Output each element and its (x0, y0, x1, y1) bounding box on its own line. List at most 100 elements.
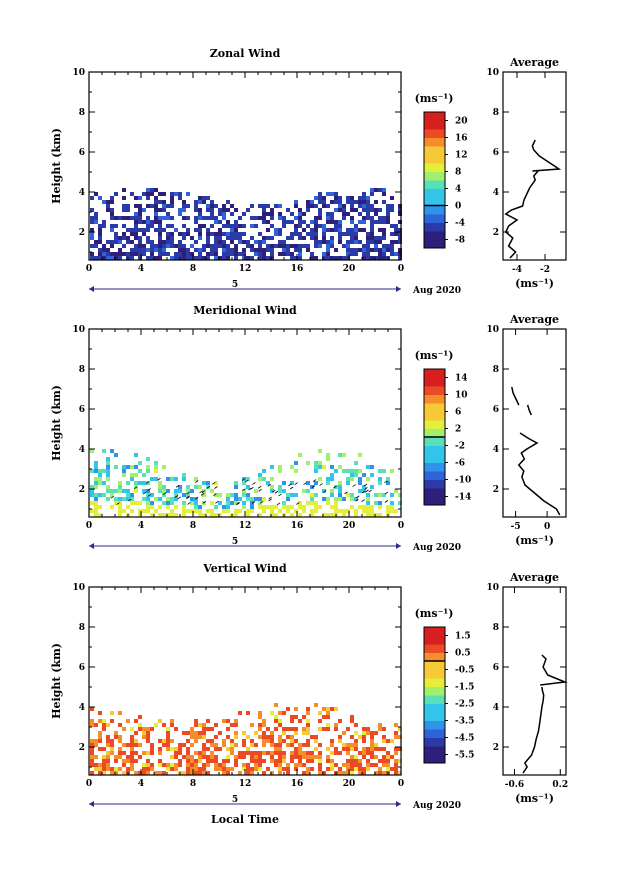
heatmap-cell (162, 244, 166, 248)
heatmap-cell (302, 727, 306, 731)
heatmap-cell (302, 505, 306, 509)
heatmap-cell (146, 771, 150, 775)
heatmap-cell (126, 228, 130, 232)
heatmap-cell (154, 208, 158, 212)
heatmap-cell (314, 256, 318, 260)
heatmap-cell (326, 497, 330, 501)
colorbar-tick-label: 1.5 (455, 632, 471, 642)
heatmap-cell (102, 767, 106, 771)
heatmap-cell (146, 224, 150, 228)
heatmap-cell (318, 751, 322, 755)
heatmap-cell (174, 505, 178, 509)
heatmap-cell (178, 252, 182, 256)
heatmap-cell (326, 244, 330, 248)
heatmap-cell (158, 248, 162, 252)
heatmap-cell (354, 473, 358, 477)
heatmap-cell (342, 513, 346, 517)
stipple-mark (194, 497, 199, 500)
heatmap-cell (362, 244, 366, 248)
heatmap-cell (218, 236, 222, 240)
heatmap-cell (94, 505, 98, 509)
heatmap-cell (170, 767, 174, 771)
heatmap-cell (278, 204, 282, 208)
heatmap-cell (130, 739, 134, 743)
heatmap-cell (274, 743, 278, 747)
heatmap-cell (314, 465, 318, 469)
heatmap-cell (262, 204, 266, 208)
heatmap-cell (258, 735, 262, 739)
heatmap-cell (134, 236, 138, 240)
heatmap-cell (366, 751, 370, 755)
stipple-mark (294, 482, 298, 485)
heatmap-cell (134, 719, 138, 723)
heatmap-cell (326, 767, 330, 771)
heatmap-cell (206, 256, 210, 260)
heatmap-cell (226, 509, 230, 513)
heatmap-cell (262, 212, 266, 216)
heatmap-cell (218, 767, 222, 771)
heatmap-cell (382, 188, 386, 192)
heatmap-cell (394, 489, 398, 493)
colorbar-tick-label: 8 (455, 168, 461, 178)
heatmap-cell (138, 204, 142, 208)
heatmap-cell (158, 200, 162, 204)
heatmap-cell (342, 763, 346, 767)
heatmap-cell (278, 739, 282, 743)
heatmap-cell (394, 232, 398, 236)
heatmap-cell (186, 192, 190, 196)
heatmap-cell (370, 473, 374, 477)
colorbar-swatch (424, 120, 445, 130)
heatmap-cell (206, 204, 210, 208)
date-label: Aug 2020 (412, 286, 461, 296)
colorbar-swatch (424, 686, 445, 696)
heatmap-cell (194, 204, 198, 208)
heatmap-cell (202, 763, 206, 767)
heatmap-cell (106, 763, 110, 767)
heatmap-cell (214, 759, 218, 763)
heatmap-cell (198, 200, 202, 204)
average-x-tick-label: -2 (540, 265, 550, 275)
heatmap-cell (222, 244, 226, 248)
heatmap-cell (330, 767, 334, 771)
heatmap-cell (230, 751, 234, 755)
heatmap-cell (338, 771, 342, 775)
heatmap-cell (382, 727, 386, 731)
heatmap-cell (334, 469, 338, 473)
heatmap-cell (226, 719, 230, 723)
heatmap-cell (314, 228, 318, 232)
heatmap-cell (238, 497, 242, 501)
heatmap-cell (334, 763, 338, 767)
heatmap-cell (322, 513, 326, 517)
heatmap-cell (294, 727, 298, 731)
heatmap-cell (194, 220, 198, 224)
heatmap-cell (310, 493, 314, 497)
heatmap-cell (238, 755, 242, 759)
heatmap-cell (286, 707, 290, 711)
heatmap-cell (194, 240, 198, 244)
colorbar-unit: (ms⁻¹) (415, 92, 454, 105)
heatmap-cell (126, 743, 130, 747)
colorbar-swatch (424, 445, 445, 455)
heatmap-cell (198, 485, 202, 489)
heatmap-cell (386, 216, 390, 220)
heatmap-cell (314, 244, 318, 248)
heatmap-cell (398, 236, 402, 240)
heatmap-cell (270, 248, 274, 252)
heatmap-cell (258, 727, 262, 731)
heatmap-cell (114, 497, 118, 501)
heatmap-cell (390, 204, 394, 208)
heatmap-cell (174, 244, 178, 248)
heatmap-cell (198, 236, 202, 240)
heatmap-cell (362, 216, 366, 220)
heatmap-cell (222, 204, 226, 208)
heatmap-cell (126, 465, 130, 469)
heatmap-cell (98, 228, 102, 232)
heatmap-cell (94, 513, 98, 517)
heatmap-cell (186, 509, 190, 513)
heatmap-cell (350, 220, 354, 224)
heatmap-cell (306, 481, 310, 485)
heatmap-cell (270, 751, 274, 755)
heatmap-cell (350, 763, 354, 767)
heatmap-cell (262, 509, 266, 513)
